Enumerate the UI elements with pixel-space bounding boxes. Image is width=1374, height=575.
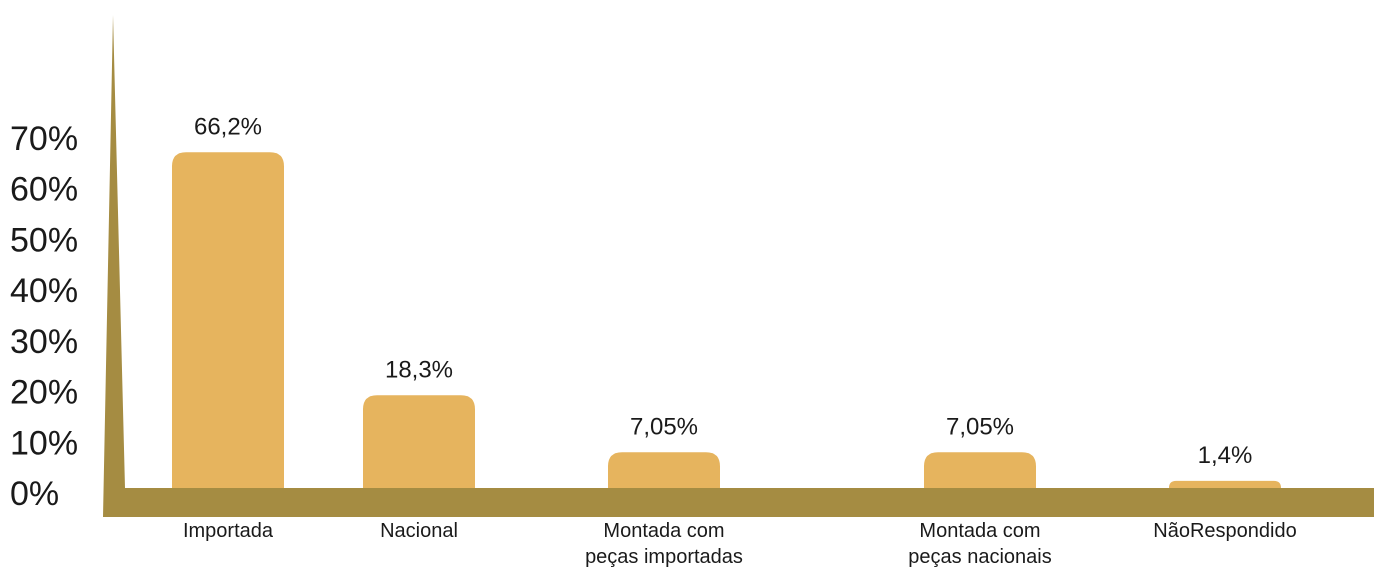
x-tick-label: NãoRespondido: [1153, 520, 1297, 542]
y-tick-label: 20%: [10, 374, 78, 412]
value-label: 66,2%: [194, 114, 262, 141]
y-tick-label: 70%: [10, 120, 78, 158]
x-tick-label: Importada: [182, 520, 274, 542]
bar: [924, 452, 1036, 488]
value-label: 1,4%: [1198, 442, 1253, 469]
y-tick-label: 40%: [10, 272, 78, 310]
axis-frame: [103, 15, 1374, 517]
x-tick-label: Montada com peças nacionais: [908, 520, 1052, 568]
value-label: 7,05%: [630, 414, 698, 441]
bar: [172, 152, 284, 488]
y-tick-label: 0%: [10, 475, 59, 513]
bar: [1169, 480, 1281, 488]
x-tick-label: Montada com peças importadas: [585, 520, 743, 568]
x-tick-label: Nacional: [380, 520, 458, 542]
y-tick-label: 30%: [10, 323, 78, 361]
y-tick-label: 10%: [10, 424, 78, 462]
bar: [363, 395, 475, 488]
value-label: 18,3%: [385, 357, 453, 384]
y-tick-label: 50%: [10, 221, 78, 259]
bar: [608, 452, 720, 488]
y-tick-label: 60%: [10, 171, 78, 209]
value-label: 7,05%: [946, 414, 1014, 441]
